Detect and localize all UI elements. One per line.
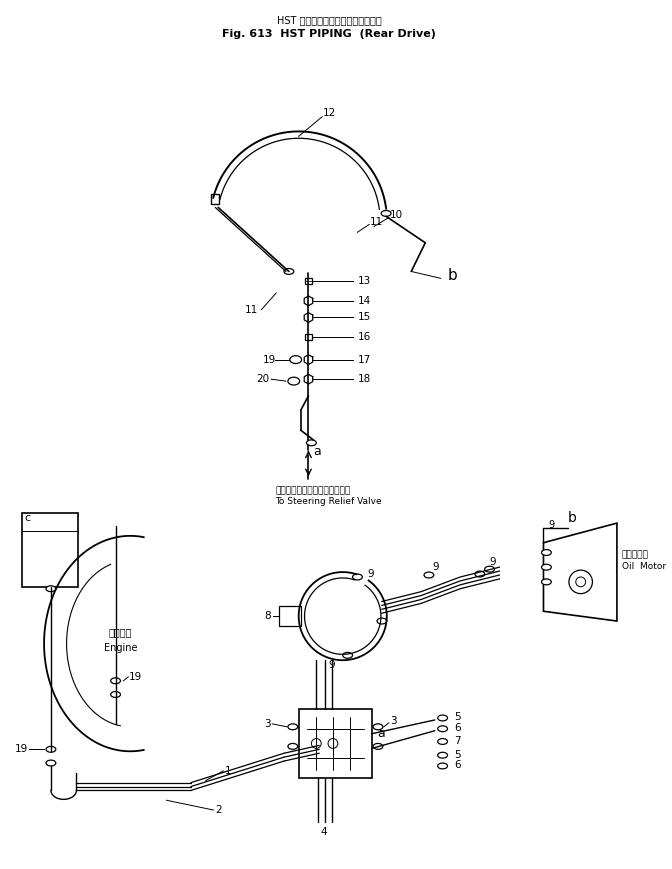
Text: 15: 15 [358, 313, 371, 322]
Text: 10: 10 [390, 209, 403, 220]
Text: HST パイピング（リヤードライブ）: HST パイピング（リヤードライブ） [277, 15, 382, 25]
Bar [279, 607, 300, 626]
Text: 3: 3 [264, 719, 271, 729]
Text: 20: 20 [257, 375, 269, 384]
Ellipse shape [485, 567, 495, 572]
Text: 9: 9 [433, 562, 439, 572]
Ellipse shape [288, 377, 300, 385]
Text: 6: 6 [454, 760, 461, 770]
Ellipse shape [475, 571, 485, 577]
Bar [304, 278, 312, 284]
Text: 19: 19 [15, 745, 28, 754]
Ellipse shape [373, 744, 383, 749]
Text: 9: 9 [490, 557, 496, 567]
Ellipse shape [542, 564, 551, 570]
Text: 17: 17 [358, 355, 371, 365]
Text: 7: 7 [454, 737, 461, 746]
Text: To Steering Relief Valve: To Steering Relief Valve [275, 497, 382, 506]
Ellipse shape [542, 579, 551, 585]
Ellipse shape [437, 763, 448, 769]
Ellipse shape [46, 586, 56, 592]
Text: 4: 4 [321, 826, 327, 837]
Ellipse shape [290, 355, 302, 363]
Text: ステアリングリリーフバルブへ: ステアリングリリーフバルブへ [275, 487, 350, 495]
Text: 12: 12 [323, 108, 337, 118]
Text: Engine: Engine [103, 643, 137, 653]
Text: 13: 13 [358, 276, 371, 286]
Text: 3: 3 [390, 716, 396, 726]
Text: b: b [448, 268, 457, 283]
Text: 1: 1 [225, 766, 232, 776]
Ellipse shape [353, 574, 362, 580]
Ellipse shape [288, 744, 298, 749]
Text: c: c [24, 514, 31, 523]
Text: 5: 5 [454, 750, 461, 760]
Polygon shape [304, 355, 312, 364]
Text: 11: 11 [245, 305, 258, 315]
Ellipse shape [437, 715, 448, 721]
Text: 19: 19 [263, 355, 276, 365]
Ellipse shape [542, 549, 551, 555]
Text: b: b [568, 511, 577, 525]
Ellipse shape [46, 760, 56, 766]
Text: エンジン: エンジン [109, 627, 132, 637]
Text: 6: 6 [454, 723, 461, 733]
Ellipse shape [343, 653, 353, 658]
Text: 9: 9 [548, 520, 554, 530]
Polygon shape [304, 375, 312, 384]
Text: 5: 5 [454, 712, 461, 722]
Text: 9: 9 [367, 569, 374, 579]
Text: 11: 11 [370, 217, 384, 228]
Bar [304, 334, 312, 340]
Text: a: a [377, 727, 385, 740]
Ellipse shape [288, 724, 298, 730]
Polygon shape [544, 523, 617, 621]
Text: Oil  Motor: Oil Motor [622, 561, 666, 571]
Text: 2: 2 [216, 805, 222, 815]
Text: 油圧モータ: 油圧モータ [622, 550, 648, 559]
Text: 14: 14 [358, 295, 371, 306]
Bar [298, 709, 372, 778]
Bar [22, 514, 79, 587]
Polygon shape [304, 313, 312, 322]
Text: 18: 18 [358, 375, 371, 384]
Text: 16: 16 [358, 332, 371, 342]
Text: 19: 19 [129, 672, 142, 682]
Ellipse shape [377, 618, 387, 624]
Text: Fig. 613  HST PIPING  (Rear Drive): Fig. 613 HST PIPING (Rear Drive) [222, 29, 436, 38]
Ellipse shape [373, 724, 383, 730]
Ellipse shape [284, 269, 294, 275]
Ellipse shape [437, 753, 448, 758]
Polygon shape [304, 296, 312, 306]
Ellipse shape [381, 210, 391, 216]
Ellipse shape [306, 440, 317, 446]
Ellipse shape [46, 746, 56, 753]
Ellipse shape [111, 692, 120, 698]
Ellipse shape [424, 572, 434, 578]
Text: 9: 9 [328, 660, 335, 670]
Text: a: a [313, 445, 321, 458]
Text: 8: 8 [264, 611, 271, 621]
Ellipse shape [437, 726, 448, 732]
Bar [212, 194, 219, 203]
Ellipse shape [437, 739, 448, 745]
Ellipse shape [111, 678, 120, 684]
Circle shape [569, 570, 593, 594]
